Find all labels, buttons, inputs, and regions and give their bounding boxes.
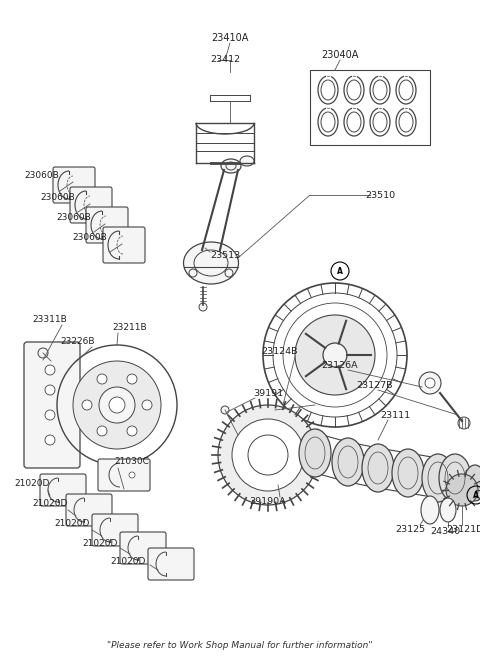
Circle shape	[45, 385, 55, 395]
FancyBboxPatch shape	[24, 342, 80, 468]
Ellipse shape	[464, 465, 480, 501]
Circle shape	[82, 400, 92, 410]
Text: 39190A: 39190A	[250, 497, 286, 506]
FancyBboxPatch shape	[92, 514, 138, 546]
FancyBboxPatch shape	[53, 167, 95, 203]
Text: 23226B: 23226B	[61, 337, 95, 346]
Ellipse shape	[422, 454, 454, 502]
Text: 23040A: 23040A	[321, 50, 359, 60]
Text: 21030C: 21030C	[115, 457, 149, 466]
Circle shape	[73, 361, 161, 449]
Ellipse shape	[440, 498, 456, 522]
Circle shape	[142, 400, 152, 410]
FancyBboxPatch shape	[40, 474, 86, 506]
Circle shape	[38, 348, 48, 358]
Circle shape	[425, 378, 435, 388]
Text: 23510: 23510	[365, 190, 395, 199]
Circle shape	[127, 374, 137, 384]
Circle shape	[109, 397, 125, 413]
Circle shape	[218, 405, 318, 505]
Ellipse shape	[221, 159, 241, 173]
Text: A: A	[473, 491, 479, 499]
Text: 39191: 39191	[253, 388, 283, 398]
Ellipse shape	[299, 429, 331, 477]
Text: 21020D: 21020D	[14, 480, 50, 489]
Circle shape	[45, 365, 55, 375]
Text: 23513: 23513	[210, 251, 240, 260]
Circle shape	[45, 410, 55, 420]
Bar	[310, 70, 430, 145]
Circle shape	[129, 472, 135, 478]
Text: 23127B: 23127B	[357, 380, 393, 390]
Ellipse shape	[332, 438, 364, 486]
FancyBboxPatch shape	[66, 494, 112, 526]
Text: 23111: 23111	[380, 411, 410, 419]
Text: 21020D: 21020D	[32, 499, 68, 508]
Text: 21020D: 21020D	[54, 520, 90, 529]
Circle shape	[97, 374, 107, 384]
Circle shape	[99, 387, 135, 423]
FancyBboxPatch shape	[148, 548, 194, 580]
Circle shape	[45, 435, 55, 445]
FancyBboxPatch shape	[120, 532, 166, 564]
Ellipse shape	[362, 444, 394, 492]
Text: 24340: 24340	[430, 527, 460, 537]
Circle shape	[232, 419, 304, 491]
Circle shape	[295, 315, 375, 395]
Circle shape	[273, 293, 397, 417]
Text: 23126A: 23126A	[322, 361, 358, 369]
Text: 23060B: 23060B	[41, 194, 75, 203]
Circle shape	[248, 435, 288, 475]
Ellipse shape	[183, 242, 239, 284]
Circle shape	[97, 426, 107, 436]
Circle shape	[221, 406, 229, 414]
Ellipse shape	[439, 454, 471, 502]
Circle shape	[127, 426, 137, 436]
Text: 21020D: 21020D	[82, 539, 118, 548]
Text: 23311B: 23311B	[33, 316, 67, 325]
Ellipse shape	[240, 156, 254, 166]
Text: 23121D: 23121D	[446, 525, 480, 535]
Circle shape	[446, 474, 478, 506]
FancyBboxPatch shape	[70, 187, 112, 223]
FancyBboxPatch shape	[86, 207, 128, 243]
Circle shape	[199, 303, 207, 311]
Text: 23060B: 23060B	[57, 213, 91, 222]
Ellipse shape	[421, 496, 439, 524]
Text: 23211B: 23211B	[113, 323, 147, 333]
Text: 23060B: 23060B	[72, 234, 108, 243]
Text: 23060B: 23060B	[24, 171, 60, 180]
Text: 23125: 23125	[395, 525, 425, 535]
Text: "Please refer to Work Shop Manual for further information": "Please refer to Work Shop Manual for fu…	[107, 640, 373, 649]
Circle shape	[458, 417, 470, 429]
Circle shape	[419, 372, 441, 394]
Text: 21020D: 21020D	[110, 558, 146, 567]
Circle shape	[323, 343, 347, 367]
Text: 23124B: 23124B	[262, 348, 298, 356]
Text: 23410A: 23410A	[211, 33, 249, 43]
Text: A: A	[337, 266, 343, 276]
FancyBboxPatch shape	[103, 227, 145, 263]
FancyBboxPatch shape	[98, 459, 150, 491]
Text: 23412: 23412	[210, 56, 240, 64]
Ellipse shape	[392, 449, 424, 497]
